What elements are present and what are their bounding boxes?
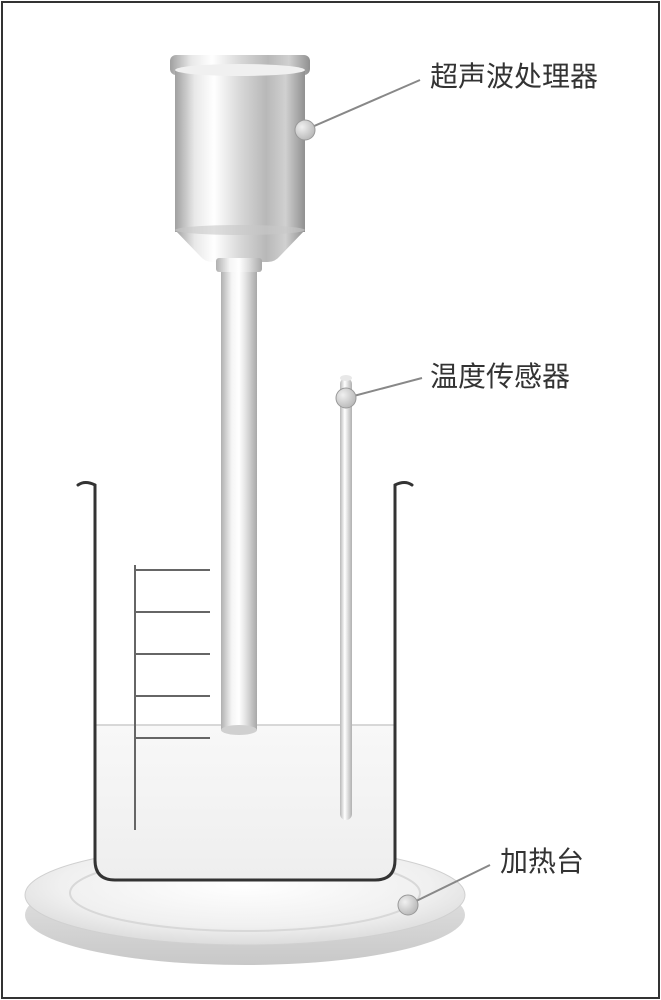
ultrasonic-horn — [221, 232, 257, 735]
temperature-probe — [340, 375, 352, 820]
label-ultrasonic: 超声波处理器 — [430, 55, 598, 95]
callout-dot-temperature — [336, 388, 356, 408]
callout-dot-heater — [398, 895, 418, 915]
callout-dot-ultrasonic — [295, 120, 315, 140]
label-heater: 加热台 — [500, 840, 584, 880]
ultrasonic-processor-body — [170, 55, 310, 272]
apparatus-diagram: 超声波处理器 温度传感器 加热台 — [0, 0, 661, 1000]
label-temperature: 温度传感器 — [430, 355, 570, 395]
